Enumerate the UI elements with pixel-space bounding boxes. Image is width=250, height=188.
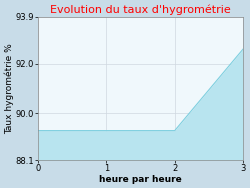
X-axis label: heure par heure: heure par heure xyxy=(99,175,182,184)
Title: Evolution du taux d'hygrométrie: Evolution du taux d'hygrométrie xyxy=(50,4,231,15)
Y-axis label: Taux hygrométrie %: Taux hygrométrie % xyxy=(4,43,14,134)
